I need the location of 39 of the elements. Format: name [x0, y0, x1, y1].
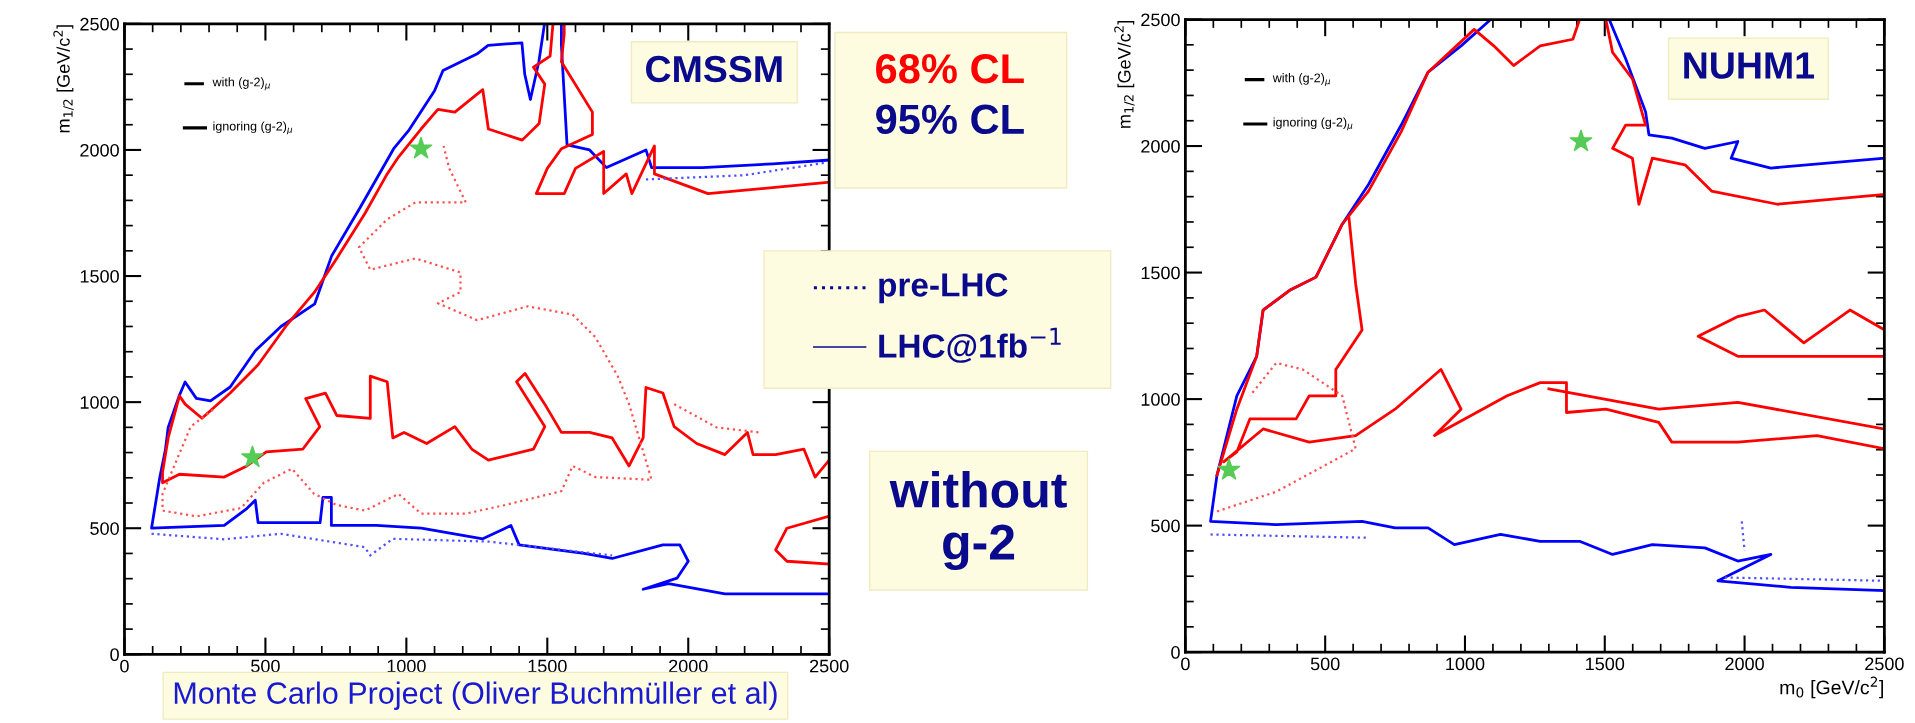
x-tick-label: 2000 [669, 659, 708, 673]
y-tick-label: 2000 [80, 143, 119, 157]
x-tick-label: 2500 [1865, 657, 1904, 671]
y-tick-label: 2500 [80, 17, 119, 31]
y-tick-label: 1000 [1141, 393, 1180, 406]
x-tick-label: 1500 [1586, 657, 1625, 671]
x-tick-label: 1000 [387, 659, 426, 673]
x-tick-label: 1000 [1446, 657, 1485, 671]
text: 95% CL [876, 104, 1024, 135]
text: pre-LHC [879, 273, 1008, 304]
text: NUHM1 [1684, 52, 1815, 79]
annotation: with (g-2)$_{μ}$ [212, 77, 270, 91]
y-tick-label: 2000 [1141, 139, 1180, 153]
x-tick-label: 0 [120, 659, 129, 673]
annotation: ignoring (g-2)$_{μ}$ [213, 121, 293, 135]
y-tick-label: 1500 [80, 269, 119, 283]
x-tick-label: 2500 [810, 659, 849, 673]
x-tick-label: 0 [1181, 657, 1190, 671]
y-tick-label: 500 [90, 522, 119, 535]
x-tick-label: 2000 [1725, 657, 1764, 671]
annotation: with (g-2)$_{μ}$ [1272, 73, 1331, 87]
annotation: ignoring (g-2)$_{μ}$ [1273, 117, 1353, 131]
y-tick-label: 1500 [1141, 266, 1180, 280]
x-axis-title: m$_{0}$ [GeV/c$^{2}$] [1780, 676, 1883, 699]
text: 68% CL [876, 53, 1024, 84]
y-tick-label: 0 [1171, 646, 1180, 659]
text: LHC@1fb$^{−1}$ [879, 327, 1061, 363]
text: CMSSM [646, 55, 782, 83]
x-tick-label: 500 [251, 659, 280, 673]
y-tick-label: 2500 [1141, 13, 1180, 27]
x-tick-label: 1500 [528, 659, 567, 673]
y-tick-label: 0 [110, 648, 119, 662]
y-tick-label: 500 [1151, 519, 1180, 533]
y-tick-label: 1000 [80, 396, 119, 409]
y-axis-title: m$_{1/2}$ [GeV/c$^{2}$] [1114, 20, 1135, 128]
text: without g-2 [889, 471, 1067, 570]
x-tick-label: 500 [1310, 657, 1340, 671]
y-axis-title: m$_{1/2}$ [GeV/c$^{2}$] [53, 25, 74, 133]
text: Monte Carlo Project (Oliver Buchmüller et al) [174, 681, 777, 710]
